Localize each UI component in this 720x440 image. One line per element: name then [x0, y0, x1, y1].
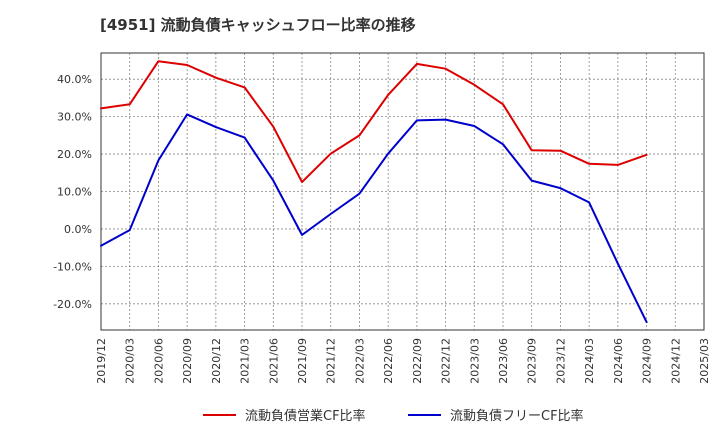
x-tick-label: 2023/06 — [497, 338, 510, 384]
x-tick-label: 2024/06 — [612, 338, 625, 384]
x-tick-label: 2021/09 — [296, 338, 309, 384]
x-tick-label: 2021/06 — [267, 338, 280, 384]
x-tick-label: 2022/06 — [382, 338, 395, 384]
series-layer — [100, 60, 648, 324]
legend-label-2: 流動負債フリーCF比率 — [450, 408, 584, 424]
x-tick-label: 2021/03 — [239, 338, 252, 384]
y-tick-label: -10.0% — [53, 260, 92, 273]
x-tick-label: 2024/12 — [669, 338, 682, 384]
y-tick-label: -20.0% — [53, 298, 92, 311]
series-line-1 — [100, 60, 648, 184]
x-tick-label: 2021/12 — [325, 338, 338, 384]
y-tick-label: 20.0% — [57, 148, 92, 161]
x-tick-label: 2023/09 — [526, 338, 539, 384]
chart-title: [4951] 流動負債キャッシュフロー比率の推移 — [100, 16, 416, 34]
x-tick-label: 2022/09 — [411, 338, 424, 384]
y-tick-label: 40.0% — [57, 73, 92, 86]
x-tick-label: 2024/09 — [641, 338, 654, 384]
x-tick-label: 2020/06 — [152, 338, 165, 384]
x-tick-label: 2022/12 — [440, 338, 453, 384]
y-tick-label: 10.0% — [57, 186, 92, 199]
x-tick-label: 2024/03 — [583, 338, 596, 384]
y-tick-label: 30.0% — [57, 111, 92, 124]
x-tick-label: 2025/03 — [698, 338, 711, 384]
x-tick-label: 2019/12 — [95, 338, 108, 384]
plot-border — [100, 52, 705, 331]
x-tick-label: 2020/09 — [181, 338, 194, 384]
x-tick-label: 2022/03 — [353, 338, 366, 384]
x-axis-ticks: 2019/12 2020/03 2020/06 2020/09 2020/12 2021/… — [95, 338, 711, 384]
x-tick-label: 2020/03 — [124, 338, 137, 384]
x-tick-label: 2020/12 — [210, 338, 223, 384]
y-tick-label: 0.0% — [64, 223, 92, 236]
legend-label-1: 流動負債営業CF比率 — [245, 408, 366, 424]
x-tick-label: 2023/03 — [468, 338, 481, 384]
y-axis-ticks: 40.0% 30.0% 20.0% 10.0% 0.0% -10.0% -20.0% — [53, 73, 92, 311]
x-tick-label: 2023/12 — [554, 338, 567, 384]
series-line-2 — [100, 113, 648, 324]
legend: 流動負債営業CF比率 流動負債フリーCF比率 — [203, 408, 584, 424]
